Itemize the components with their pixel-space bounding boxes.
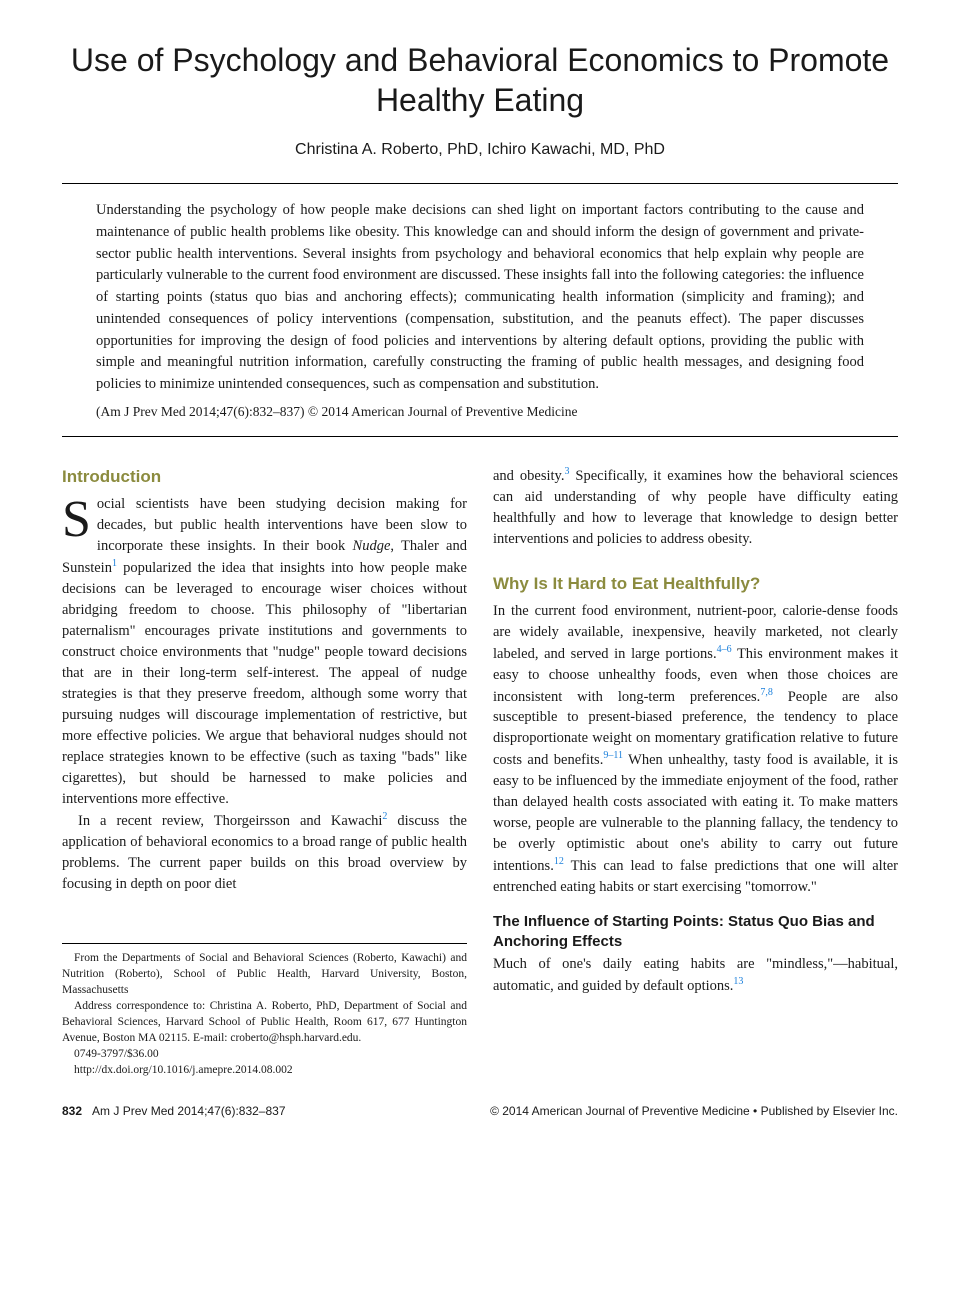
dropcap: S [62,494,97,542]
footnotes-block: From the Departments of Social and Behav… [62,950,467,1079]
influence-heading: The Influence of Starting Points: Status… [493,912,898,951]
ref-13[interactable]: 13 [733,976,743,987]
intro-paragraph-2: In a recent review, Thorgeirsson and Kaw… [62,810,467,895]
authors-line: Christina A. Roberto, PhD, Ichiro Kawach… [62,138,898,161]
footer-right: © 2014 American Journal of Preventive Me… [490,1103,898,1120]
issn-note: 0749-3797/$36.00 [62,1046,467,1062]
why-paragraph: In the current food environment, nutrien… [493,601,898,899]
intro-p1-text-c: popularized the idea that insights into … [62,560,467,807]
ref-9-11[interactable]: 9–11 [603,750,623,761]
ref-4-6[interactable]: 4–6 [717,644,732,655]
correspondence-note: Address correspondence to: Christina A. … [62,998,467,1046]
footer-left: 832 Am J Prev Med 2014;47(6):832–837 [62,1103,286,1120]
citation-line: (Am J Prev Med 2014;47(6):832–837) © 201… [96,402,864,422]
footer-journal: Am J Prev Med 2014;47(6):832–837 [92,1104,285,1118]
why-heading: Why Is It Hard to Eat Healthfully? [493,572,898,597]
influence-paragraph: Much of one's daily eating habits are "m… [493,954,898,997]
footnote-rule [62,943,467,944]
intro-paragraph-1: Social scientists have been studying dec… [62,494,467,810]
col2-top-a: and obesity. [493,468,564,484]
body-columns: Introduction Social scientists have been… [62,465,898,1078]
doi-note[interactable]: http://dx.doi.org/10.1016/j.amepre.2014.… [62,1062,467,1078]
right-column: and obesity.3 Specifically, it examines … [493,465,898,1078]
influence-a: Much of one's daily eating habits are "m… [493,956,898,994]
page-footer: 832 Am J Prev Med 2014;47(6):832–837 © 2… [62,1103,898,1120]
article-title: Use of Psychology and Behavioral Economi… [62,40,898,120]
page-number: 832 [62,1104,82,1118]
abstract-text: Understanding the psychology of how peop… [96,202,864,392]
ref-12[interactable]: 12 [554,856,564,867]
left-column: Introduction Social scientists have been… [62,465,467,1078]
affiliation-note: From the Departments of Social and Behav… [62,950,467,998]
ref-7-8[interactable]: 7,8 [760,687,773,698]
book-title: Nudge [353,538,391,554]
abstract-block: Understanding the psychology of how peop… [62,184,898,436]
bottom-rule [62,436,898,437]
col2-continuation: and obesity.3 Specifically, it examines … [493,465,898,550]
introduction-heading: Introduction [62,465,467,490]
intro-p2-text-a: In a recent review, Thorgeirsson and Kaw… [78,813,382,829]
